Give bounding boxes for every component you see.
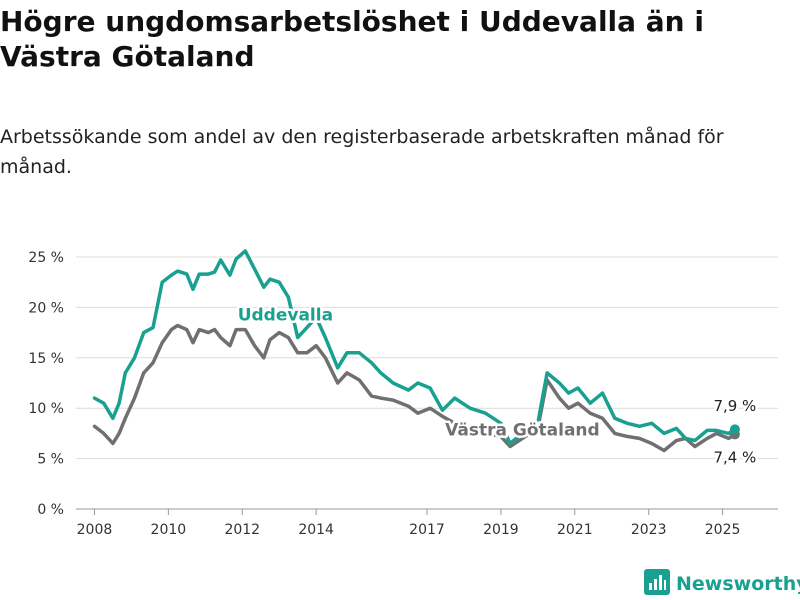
x-tick-label: 2017 xyxy=(409,522,445,538)
y-gridlines xyxy=(76,256,778,510)
x-tick-label: 2008 xyxy=(77,522,113,538)
series-line-vastra-gotaland xyxy=(92,323,737,453)
newsworthy-brand: Newsworthy xyxy=(644,569,800,599)
series-endpoint-uddevalla xyxy=(729,424,740,435)
x-tick-label: 2025 xyxy=(705,522,741,538)
x-axis: 2008 2010 2012 2014 2017 2019 2021 2023 2025 xyxy=(77,509,741,538)
x-tick-label: 2023 xyxy=(631,522,667,538)
series-label-uddevalla: Uddevalla xyxy=(238,306,333,326)
x-tick-label: 2021 xyxy=(557,522,593,538)
y-tick-label: 0 % xyxy=(37,502,64,518)
series-label-uddevalla-halo: Uddevalla xyxy=(238,306,333,326)
chart-title: Högre ungdomsarbetslöshet i Uddevalla än… xyxy=(0,5,704,73)
end-value-uddevalla-halo: 7,9 % xyxy=(713,397,756,415)
y-tick-label: 25 % xyxy=(28,250,64,266)
y-tick-label: 20 % xyxy=(28,300,64,316)
end-value-vastra-gotaland-halo: 7,4 % xyxy=(713,449,756,467)
y-tick-label: 15 % xyxy=(28,351,64,367)
y-tick-label: 10 % xyxy=(28,401,64,417)
end-value-uddevalla: 7,9 % xyxy=(713,397,756,415)
series-lines xyxy=(92,249,740,453)
y-tick-label: 5 % xyxy=(37,452,64,468)
x-tick-label: 2014 xyxy=(298,522,334,538)
series-label-vastra-gotaland-halo: Västra Götaland xyxy=(445,420,600,440)
series-line-uddevalla xyxy=(92,249,737,446)
series-label-vastra-gotaland: Västra Götaland xyxy=(445,420,600,440)
x-tick-label: 2012 xyxy=(224,522,260,538)
chart-subtitle: Arbetssökande som andel av den registerb… xyxy=(0,126,724,178)
newsworthy-logo-icon xyxy=(644,569,670,599)
x-tick-label: 2019 xyxy=(483,522,519,538)
y-axis-ticks: 0 % 5 % 10 % 15 % 20 % 25 % xyxy=(28,250,64,518)
x-tick-label: 2010 xyxy=(151,522,187,538)
brand-name: Newsworthy xyxy=(676,573,800,595)
end-value-vastra-gotaland: 7,4 % xyxy=(713,449,756,467)
